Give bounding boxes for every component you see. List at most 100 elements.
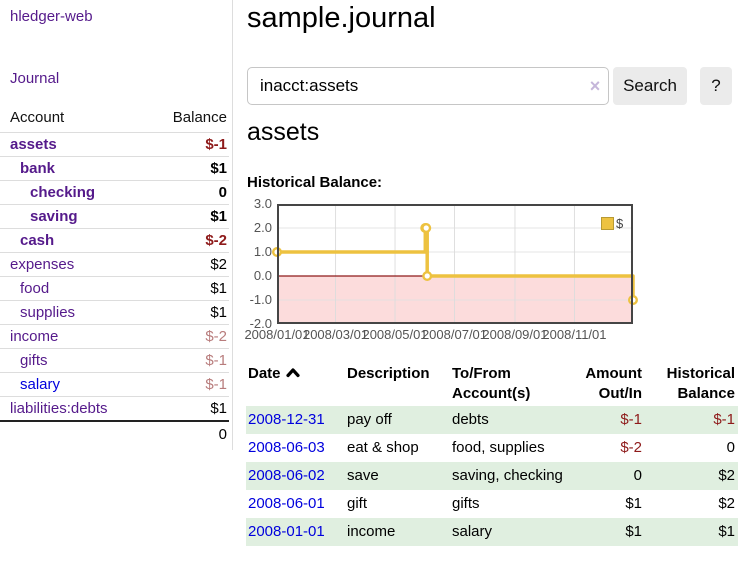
sort-ascending-icon (285, 364, 300, 384)
account-balance: $1 (141, 204, 229, 229)
transaction-accounts: food, supplies (452, 439, 545, 456)
transaction-accounts: gifts (452, 495, 480, 512)
account-link[interactable]: checking (30, 184, 96, 201)
chart-title: Historical Balance: (247, 174, 383, 191)
account-row: supplies $1 (0, 300, 229, 325)
account-row: liabilities:debts $1 (0, 396, 229, 421)
account-link[interactable]: expenses (10, 256, 75, 273)
account-balance: $1 (141, 156, 229, 181)
transaction-row: 2008-06-01 gift gifts $1 $2 (246, 490, 738, 518)
app-brand-link[interactable]: hledger-web (10, 8, 93, 25)
transaction-balance: $2 (718, 495, 735, 512)
historical-balance-chart (272, 204, 639, 324)
transaction-row: 2008-01-01 income salary $1 $1 (246, 518, 738, 546)
transaction-amount: 0 (633, 467, 642, 484)
account-row: food $1 (0, 276, 229, 301)
y-tick-label: 3.0 (253, 196, 272, 211)
account-balance: $1 (141, 300, 229, 325)
x-tick-label: 2008/01/01 (244, 327, 310, 342)
account-balance: $-2 (141, 228, 229, 253)
account-row: cash $-2 (0, 228, 229, 253)
transaction-balance: $2 (718, 467, 735, 484)
register-header-balance: Historical Balance (666, 365, 735, 402)
transaction-amount: $1 (625, 523, 642, 540)
account-balance: $-2 (141, 324, 229, 349)
transaction-description: eat & shop (347, 439, 419, 456)
account-link[interactable]: cash (20, 232, 55, 249)
x-tick-label: 2008/05/01 (362, 327, 428, 342)
transaction-row: 2008-12-31 pay off debts $-1 $-1 (246, 406, 738, 434)
sidebar-item-journal[interactable]: Journal (10, 70, 60, 87)
accounts-total-value: 0 (141, 420, 229, 447)
account-link[interactable]: assets (10, 136, 57, 153)
account-balance: $-1 (141, 372, 229, 397)
account-link[interactable]: salary (20, 376, 61, 393)
accounts-table: Account Balance assets $-1 bank $1 checking 0… (0, 105, 229, 447)
account-row: checking 0 (0, 180, 229, 205)
register-header-date[interactable]: Date (246, 362, 345, 406)
page-title: sample.journal (247, 2, 436, 34)
accounts-total-row: 0 (0, 420, 229, 447)
search-button[interactable]: Search (613, 67, 687, 105)
transaction-description: gift (347, 495, 368, 512)
account-balance: $1 (141, 396, 229, 421)
account-balance: $-1 (141, 132, 229, 157)
transaction-description: save (347, 467, 379, 484)
transaction-date-link[interactable]: 2008-06-03 (248, 439, 325, 456)
account-link[interactable]: income (10, 328, 59, 345)
transaction-balance: 0 (726, 439, 735, 456)
y-tick-label: 0.0 (253, 268, 272, 283)
x-tick-label: 2008/07/01 (421, 327, 488, 342)
account-link[interactable]: bank (20, 160, 56, 177)
y-tick-label: -1.0 (249, 292, 272, 307)
account-link[interactable]: saving (30, 208, 78, 225)
transaction-balance: $1 (718, 523, 735, 540)
help-button[interactable]: ? (700, 67, 732, 105)
y-tick-label: 1.0 (253, 244, 272, 259)
transaction-description: income (347, 523, 396, 540)
account-link[interactable]: gifts (20, 352, 48, 369)
transaction-date-link[interactable]: 2008-06-01 (248, 495, 325, 512)
transaction-date-link[interactable]: 2008-01-01 (248, 523, 325, 540)
legend-swatch-icon (601, 217, 614, 230)
account-link[interactable]: food (20, 280, 50, 297)
account-balance: $-1 (141, 348, 229, 373)
clear-search-icon[interactable]: × (589, 76, 601, 96)
x-tick-label: 2008/03/01 (302, 327, 369, 342)
account-row: income $-2 (0, 324, 229, 349)
account-row: gifts $-1 (0, 348, 229, 373)
account-row: assets $-1 (0, 132, 229, 157)
transaction-balance: $-1 (713, 411, 735, 428)
account-row: saving $1 (0, 204, 229, 229)
chart-legend: $ (601, 216, 623, 231)
y-tick-label: -2.0 (249, 316, 272, 331)
x-tick-label: 2008/11/01 (542, 327, 607, 342)
transaction-date-link[interactable]: 2008-06-02 (248, 467, 325, 484)
account-heading: assets (247, 118, 320, 146)
account-row: salary $-1 (0, 372, 229, 397)
account-link[interactable]: liabilities:debts (10, 400, 108, 417)
transaction-description: pay off (347, 411, 392, 428)
account-row: bank $1 (0, 156, 229, 181)
transaction-row: 2008-06-02 save saving, checking 0 $2 (246, 462, 738, 490)
transaction-amount: $-1 (620, 411, 642, 428)
account-balance: $1 (141, 276, 229, 301)
legend-label: $ (616, 216, 624, 231)
transaction-amount: $1 (625, 495, 642, 512)
sidebar: hledger-web Journal Account Balance asse… (0, 0, 233, 450)
transaction-accounts: debts (452, 411, 489, 428)
account-balance: $2 (141, 252, 229, 277)
accounts-header-balance: Balance (172, 109, 227, 126)
transaction-row: 2008-06-03 eat & shop food, supplies $-2 0 (246, 434, 738, 462)
account-link[interactable]: supplies (20, 304, 76, 321)
account-balance: 0 (141, 180, 229, 205)
x-tick-label: 2008/09/01 (482, 327, 548, 342)
account-row: expenses $2 (0, 252, 229, 277)
search-input[interactable] (247, 67, 609, 105)
transaction-amount: $-2 (620, 439, 642, 456)
transaction-accounts: salary (452, 523, 493, 540)
y-tick-label: 2.0 (253, 220, 272, 235)
register-header-accounts: To/From Account(s) (452, 365, 531, 402)
transaction-date-link[interactable]: 2008-12-31 (248, 411, 325, 428)
register-table: Date Description To/From Account(s) Amou… (246, 362, 738, 546)
